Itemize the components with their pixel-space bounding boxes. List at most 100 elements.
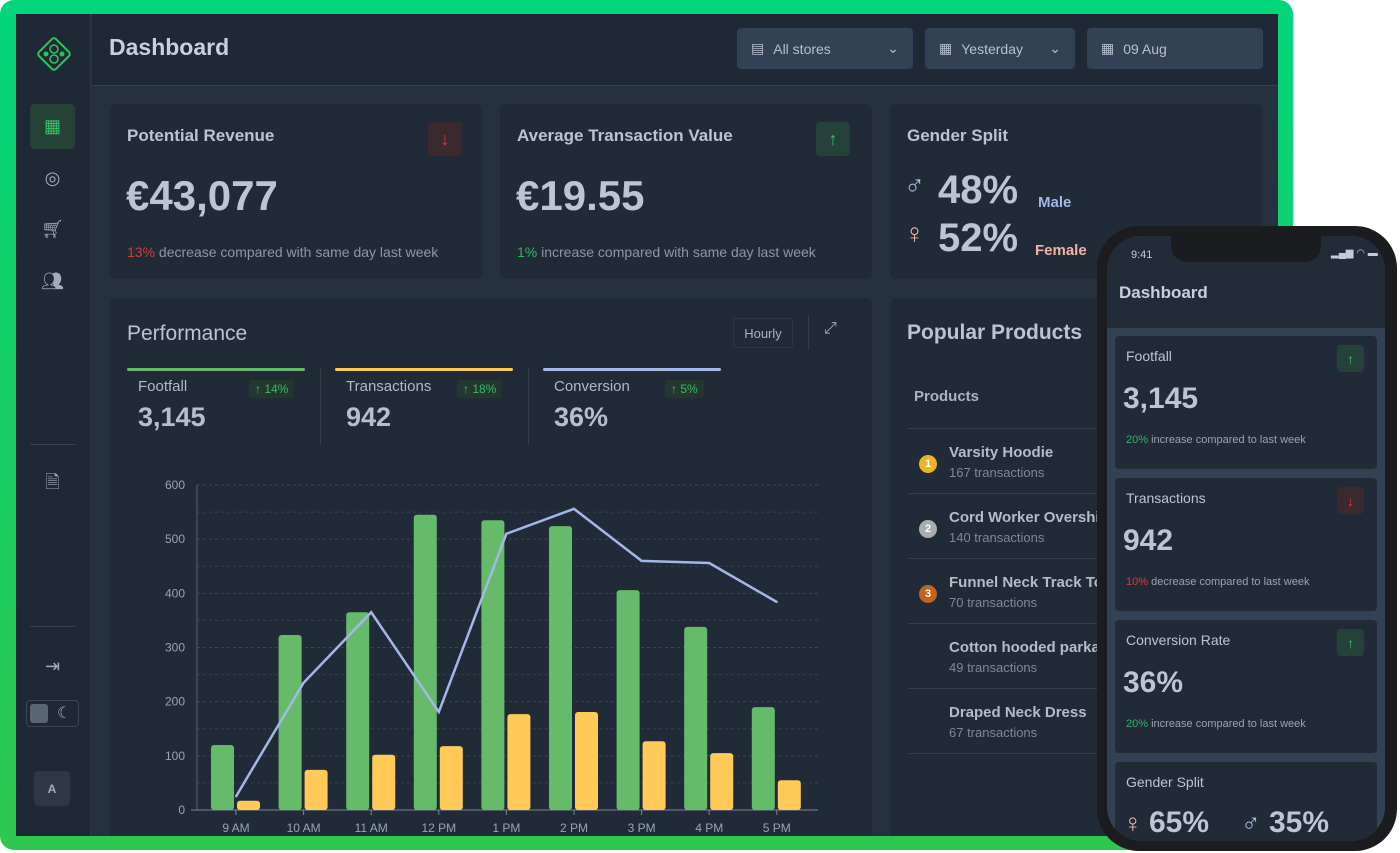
calendar-icon: ▦ xyxy=(939,40,953,56)
sidebar-item-cart[interactable]: 🛒︎ xyxy=(30,207,75,252)
divider xyxy=(30,444,75,445)
tab-indicator xyxy=(543,368,721,371)
tab-label: Footfall xyxy=(138,378,188,395)
x-tick-label: 11 AM xyxy=(355,821,388,835)
date-value: 09 Aug xyxy=(1123,40,1167,57)
product-row[interactable]: Cotton hooded parka 49 transactions xyxy=(908,624,1138,689)
bar-footfall[interactable] xyxy=(684,626,708,810)
line-point xyxy=(235,795,237,798)
tab-change: ↑ 5% xyxy=(665,380,704,398)
divider xyxy=(528,368,529,444)
sidebar: ▦ ◎ 🛒︎ 👥︎ 🗎 ⇥ ☾ A xyxy=(16,14,91,836)
product-name: Draped Neck Dress xyxy=(949,704,1087,721)
bar-footfall[interactable] xyxy=(211,745,234,810)
tab-label: Transactions xyxy=(346,378,432,395)
card-title: Footfall xyxy=(1126,348,1172,364)
notch xyxy=(1171,236,1321,262)
bar-transactions[interactable] xyxy=(304,769,328,810)
x-tick-label: 5 PM xyxy=(763,821,791,835)
cart-icon: 🛒︎ xyxy=(41,219,64,239)
line-point xyxy=(775,601,778,603)
product-row[interactable]: 1 Varsity Hoodie 167 transactions xyxy=(908,429,1138,494)
toggle-knob xyxy=(30,704,48,723)
phone-kpi-card: Footfall ↑ 3,145 20% increase compared to l… xyxy=(1115,336,1377,469)
sidebar-item-target[interactable]: ◎ xyxy=(30,156,75,201)
avatar[interactable]: A xyxy=(34,771,70,806)
divider xyxy=(908,428,1138,429)
male-pct: 35% xyxy=(1269,806,1330,839)
product-transactions: 49 transactions xyxy=(949,660,1038,675)
bar-transactions[interactable] xyxy=(575,711,598,810)
bar-transactions[interactable] xyxy=(439,746,463,810)
product-name: Cord Worker Overshi xyxy=(949,509,1100,526)
change-pct: 20% xyxy=(1126,718,1149,730)
theme-toggle[interactable]: ☾ xyxy=(26,700,79,727)
bar-footfall[interactable] xyxy=(346,612,370,810)
expand-icon[interactable]: ⤢ xyxy=(824,320,837,337)
tab-value: 3,145 xyxy=(138,402,206,432)
sidebar-item-dashboard[interactable]: ▦ xyxy=(30,104,75,149)
y-tick-label: 0 xyxy=(178,803,185,817)
period-select-value: Yesterday xyxy=(961,40,1023,57)
calendar-icon: ▦ xyxy=(1101,40,1115,56)
change-pct: 10% xyxy=(1126,576,1149,588)
store-select[interactable]: ▤ All stores ⌄ xyxy=(737,28,913,69)
store-icon: ▤ xyxy=(751,40,765,56)
y-tick-label: 400 xyxy=(165,586,185,600)
bar-transactions[interactable] xyxy=(777,780,801,810)
store-select-value: All stores xyxy=(773,40,831,57)
change-text: increase compared with same day last wee… xyxy=(541,244,816,260)
bar-transactions[interactable] xyxy=(710,753,734,810)
bar-transactions[interactable] xyxy=(372,754,396,810)
kpi-value: €43,077 xyxy=(126,172,278,219)
bar-footfall[interactable] xyxy=(616,590,640,810)
bar-transactions[interactable] xyxy=(507,714,531,810)
bar-transactions[interactable] xyxy=(237,800,260,810)
change-pct: 13% xyxy=(127,244,156,260)
product-transactions: 70 transactions xyxy=(949,595,1038,610)
change-pct: 20% xyxy=(1126,434,1149,446)
x-tick-label: 12 PM xyxy=(421,821,456,835)
card-title: Popular Products xyxy=(907,321,1083,344)
card-title: Transactions xyxy=(1126,490,1206,506)
bar-transactions[interactable] xyxy=(642,741,666,810)
period-select[interactable]: ▦ Yesterday ⌄ xyxy=(925,28,1075,69)
medal-icon: 3 xyxy=(919,585,937,603)
y-tick-label: 200 xyxy=(165,695,185,709)
sidebar-item-reports[interactable]: 🗎 xyxy=(30,462,75,507)
metric-tab-footfall[interactable]: Footfall ↑ 14% 3,145 xyxy=(127,368,317,448)
line-point xyxy=(640,559,643,562)
users-icon: 👥︎ xyxy=(41,271,64,291)
change-text: decrease compared to last week xyxy=(1151,576,1310,588)
status-time: 9:41 xyxy=(1131,249,1153,261)
bar-footfall[interactable] xyxy=(549,526,572,810)
line-point xyxy=(708,562,711,564)
bar-footfall[interactable] xyxy=(278,635,302,810)
metric-tab-conversion[interactable]: Conversion ↑ 5% 36% xyxy=(528,368,733,448)
product-row[interactable]: 3 Funnel Neck Track To 70 transactions xyxy=(908,559,1138,624)
product-row[interactable]: 2 Cord Worker Overshi 140 transactions xyxy=(908,494,1138,559)
tab-label: Conversion xyxy=(554,378,630,395)
interval-button[interactable]: Hourly xyxy=(733,318,793,348)
line-point xyxy=(573,507,575,510)
y-tick-label: 500 xyxy=(165,532,185,546)
change-text: increase compared to last week xyxy=(1151,434,1306,446)
y-tick-label: 600 xyxy=(165,478,185,492)
bar-footfall[interactable] xyxy=(413,514,437,810)
logout-button[interactable]: ⇥ xyxy=(30,644,75,689)
moon-icon: ☾ xyxy=(57,705,72,722)
line-point xyxy=(370,611,373,614)
female-icon: ♀ xyxy=(904,218,925,249)
bar-footfall[interactable] xyxy=(751,707,775,810)
phone-kpi-card: Conversion Rate ↑ 36% 20% increase compared… xyxy=(1115,620,1377,753)
date-picker[interactable]: ▦ 09 Aug xyxy=(1087,28,1263,69)
sidebar-item-users[interactable]: 👥︎ xyxy=(30,259,75,304)
product-transactions: 140 transactions xyxy=(949,530,1045,545)
female-label: Female xyxy=(1035,242,1087,259)
product-name: Varsity Hoodie xyxy=(949,444,1054,461)
bar-footfall[interactable] xyxy=(481,520,505,810)
metric-tab-transactions[interactable]: Transactions ↑ 18% 942 xyxy=(320,368,525,448)
product-row[interactable]: Draped Neck Dress 67 transactions xyxy=(908,689,1138,754)
change-pct: 1% xyxy=(517,244,538,260)
product-transactions: 167 transactions xyxy=(949,465,1045,480)
